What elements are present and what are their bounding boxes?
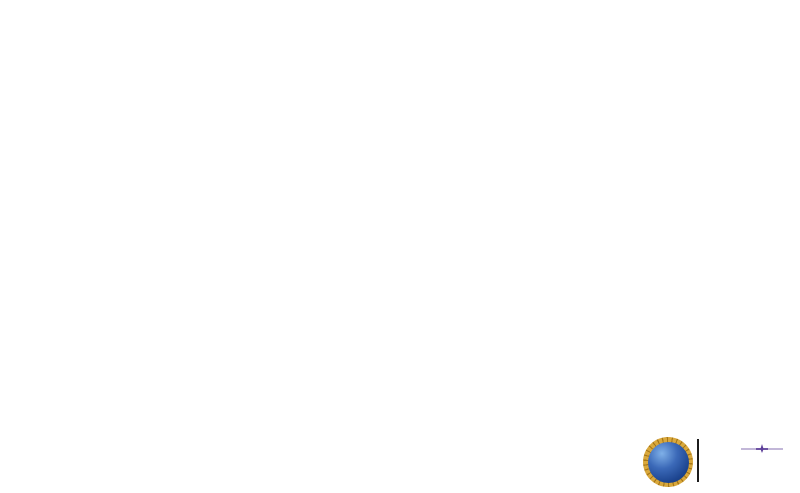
iris-compass-icon xyxy=(741,444,783,453)
nsf-label xyxy=(643,437,693,487)
frequency-colorbar xyxy=(373,197,390,399)
logo-bar xyxy=(643,435,800,491)
nsf-globe-icon xyxy=(647,441,689,483)
love-polar-plot xyxy=(440,138,770,468)
nsf-logo xyxy=(643,437,693,487)
logo-divider xyxy=(697,439,700,482)
rayleigh-polar-plot xyxy=(26,138,356,468)
colorbar-gradient xyxy=(373,197,390,399)
iris-logo xyxy=(741,444,783,454)
